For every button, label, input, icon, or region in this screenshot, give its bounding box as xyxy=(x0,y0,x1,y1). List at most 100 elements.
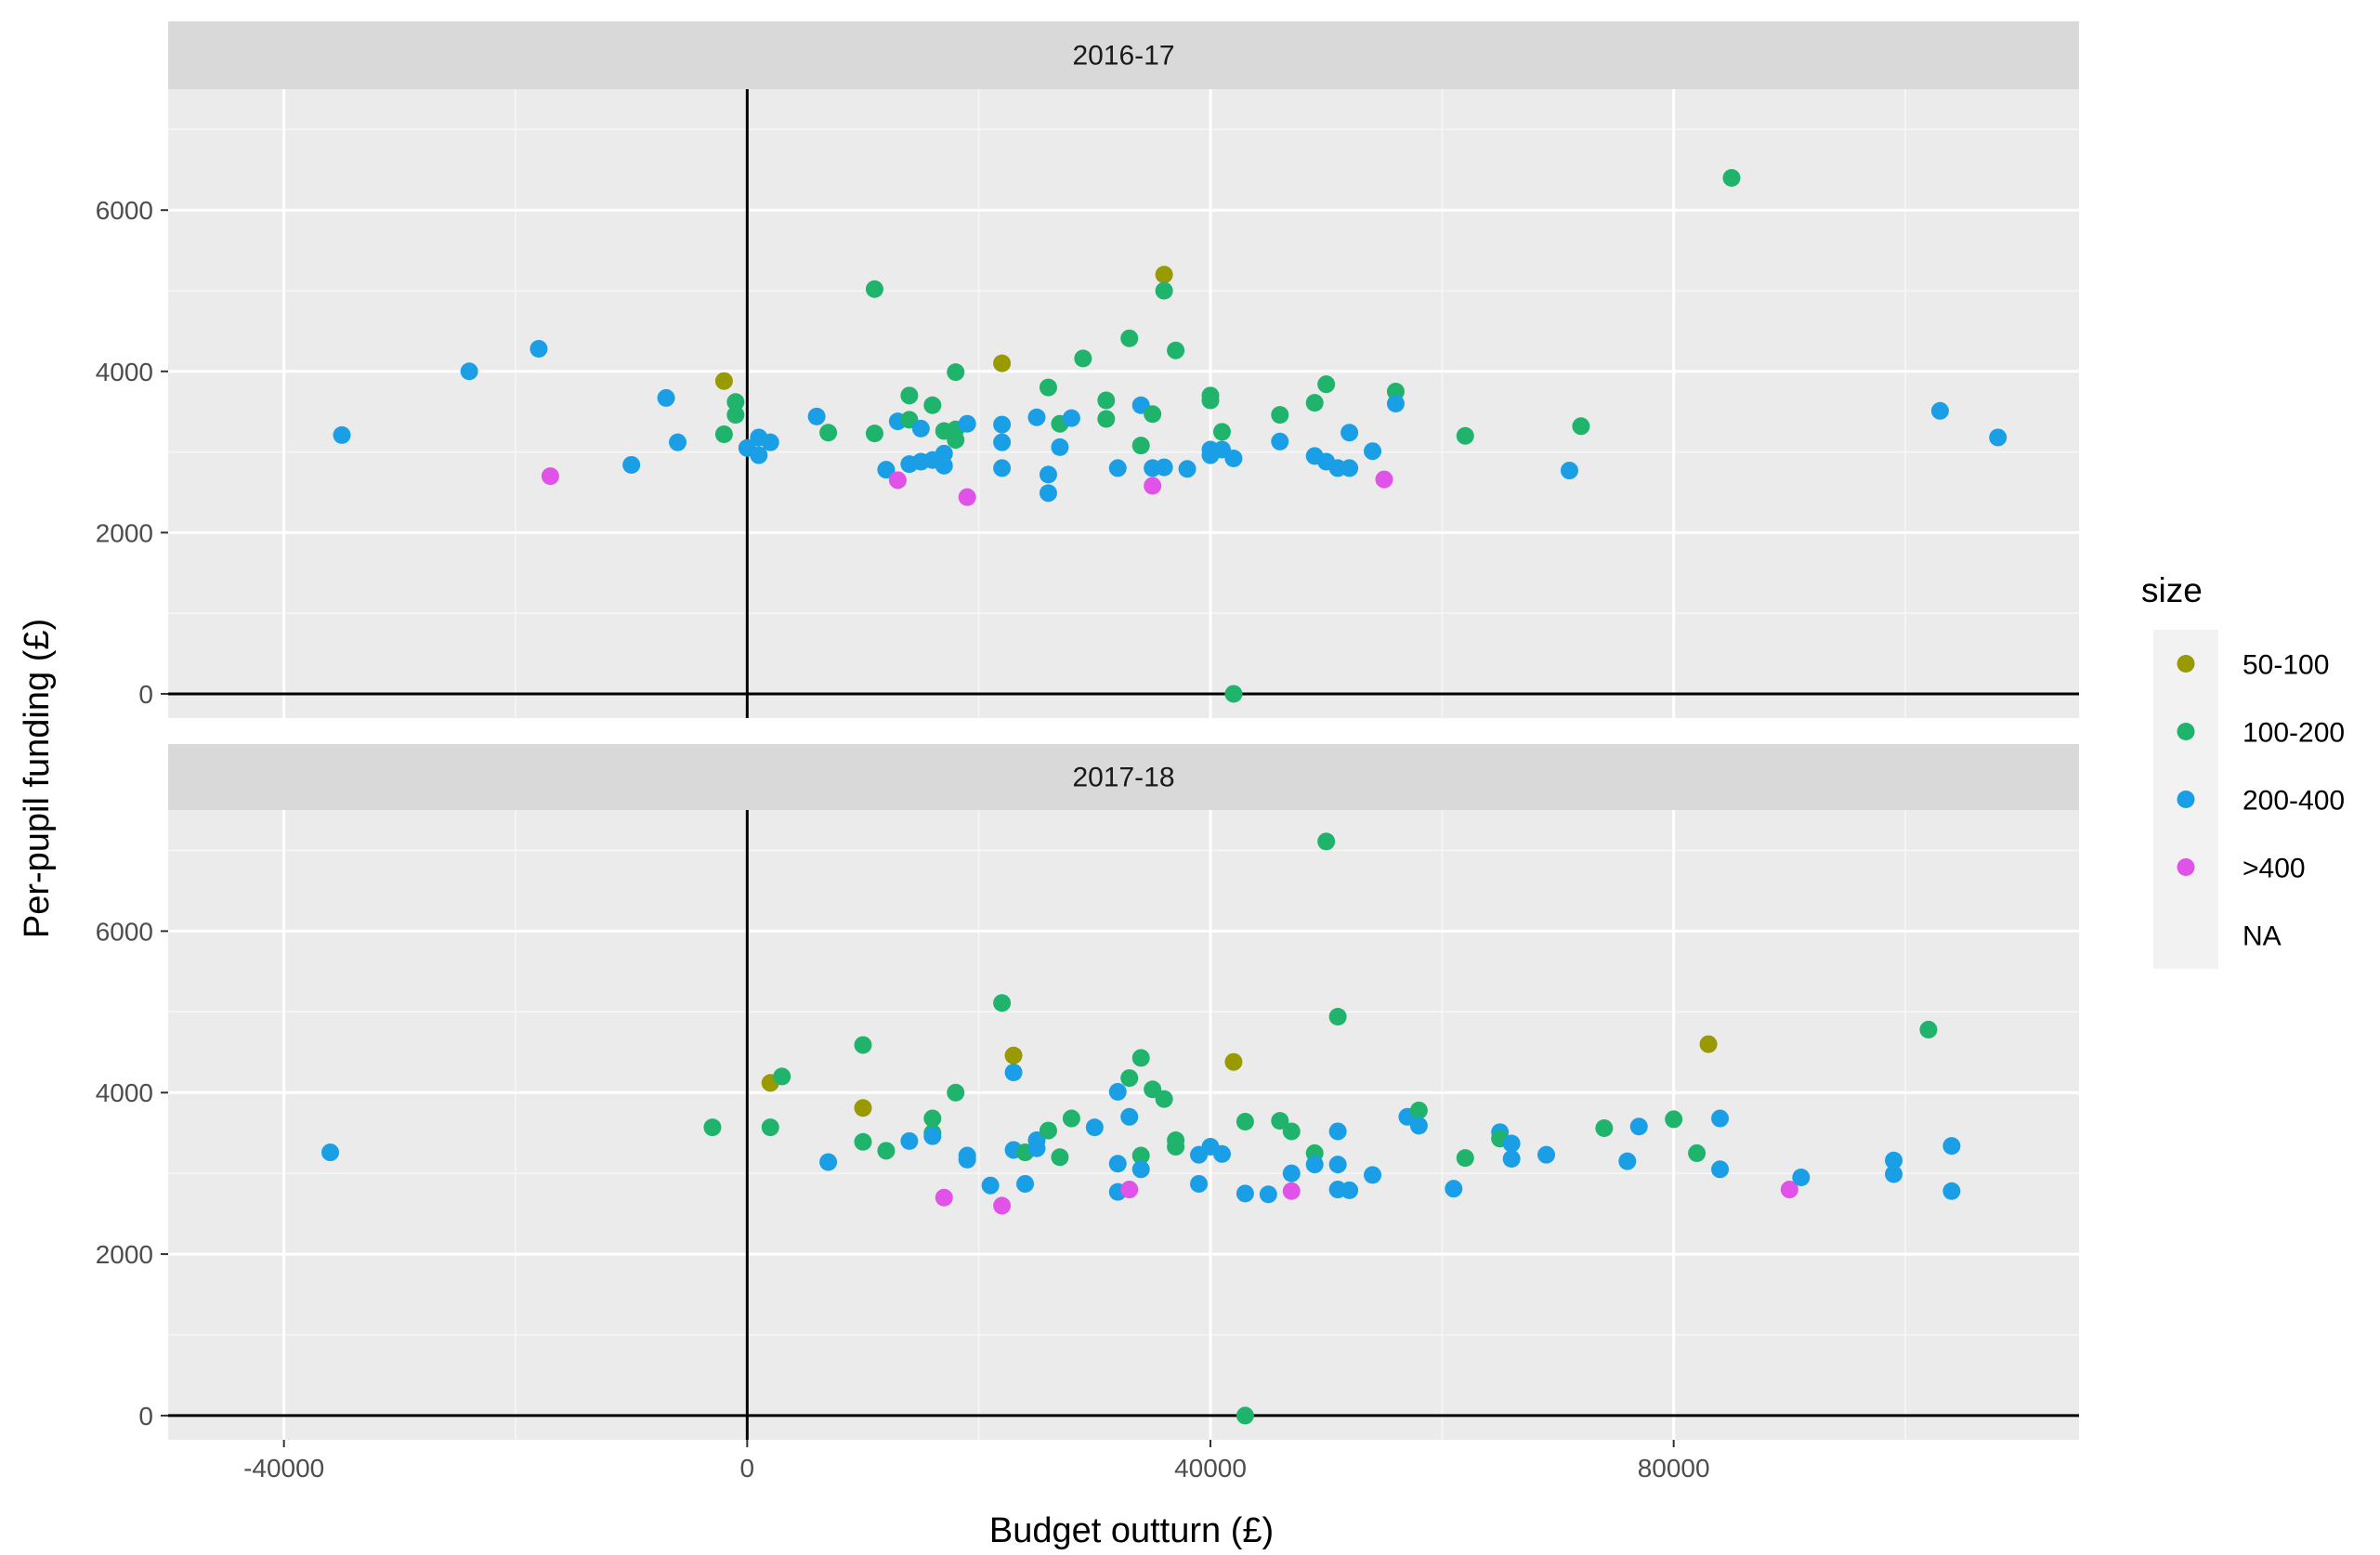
scatter-point xyxy=(1131,1160,1150,1179)
x-tick-label: 80000 xyxy=(1638,1454,1710,1483)
x-tick-label: 40000 xyxy=(1174,1454,1247,1483)
scatter-point xyxy=(1004,1064,1023,1081)
legend-label: 200-400 xyxy=(2243,786,2345,817)
scatter-point xyxy=(1317,375,1336,394)
scatter-point xyxy=(993,354,1012,372)
scatter-point xyxy=(1665,1110,1683,1129)
scatter-point xyxy=(530,339,548,358)
scatter-point xyxy=(1144,477,1162,495)
scatter-point xyxy=(1919,1020,1938,1039)
y-axis-title: Per-pupil funding (£) xyxy=(18,619,57,938)
y-tick-label: 4000 xyxy=(96,1078,153,1107)
scatter-point xyxy=(993,459,1012,477)
panel-background xyxy=(168,810,2079,1440)
scatter-point xyxy=(1062,409,1080,427)
scatter-point xyxy=(1271,432,1289,451)
legend-label: NA xyxy=(2243,921,2282,952)
legend-label: 100-200 xyxy=(2243,718,2345,749)
scatter-point xyxy=(1942,1182,1961,1200)
scatter-point xyxy=(807,407,826,425)
scatter-point xyxy=(1317,832,1336,851)
scatter-point xyxy=(1236,1406,1254,1425)
scatter-point xyxy=(1271,1112,1289,1130)
scatter-point xyxy=(993,415,1012,434)
legend-label: 50-100 xyxy=(2243,650,2329,681)
scatter-point xyxy=(1572,417,1590,436)
scatter-point xyxy=(1375,470,1393,489)
y-tick-label: 6000 xyxy=(96,196,153,225)
scatter-point xyxy=(750,446,768,464)
scatter-point xyxy=(1456,1149,1474,1168)
scatter-point xyxy=(958,488,976,506)
scatter-point xyxy=(1190,1174,1209,1193)
scatter-point xyxy=(622,455,641,474)
scatter-point xyxy=(1409,1117,1428,1135)
scatter-point xyxy=(854,1036,872,1054)
scatter-point xyxy=(726,393,745,412)
facet-strip xyxy=(168,744,2079,810)
scatter-point xyxy=(935,456,953,475)
scatter-point xyxy=(1282,1164,1301,1183)
scatter-point xyxy=(1155,1090,1173,1108)
legend-key-symbol xyxy=(2177,723,2195,740)
y-tick-label: 4000 xyxy=(96,358,153,386)
reference-lines xyxy=(168,810,2079,1440)
scatter-point xyxy=(993,433,1012,451)
scatter-point xyxy=(1340,1181,1359,1199)
scatter-point xyxy=(1131,1146,1150,1165)
scatter-point xyxy=(669,433,687,451)
scatter-point xyxy=(819,424,838,442)
scatter-point xyxy=(1016,1174,1035,1193)
facet-strip-label: 2016-17 xyxy=(1072,41,1174,72)
scatter-point xyxy=(657,388,675,407)
scatter-point xyxy=(947,1083,965,1102)
scatter-point xyxy=(1595,1118,1614,1137)
scatter-point xyxy=(1144,405,1162,424)
scatter-point xyxy=(981,1176,1000,1195)
scatter-point xyxy=(1224,685,1243,703)
scatter-point xyxy=(1688,1143,1707,1162)
scatter-point xyxy=(1224,450,1243,468)
scatter-point xyxy=(854,1132,872,1151)
scatter-point xyxy=(1792,1169,1811,1186)
scatter-point xyxy=(1340,459,1359,477)
scatter-point xyxy=(1004,1046,1023,1065)
scatter-point xyxy=(1097,391,1116,410)
scatter-point xyxy=(1711,1160,1730,1179)
scatter-point xyxy=(1722,168,1741,187)
y-axis-ticks: 0 2000 4000 6000 xyxy=(96,196,168,709)
scatter-point xyxy=(947,431,965,450)
scatter-point xyxy=(1340,424,1359,442)
scatter-point xyxy=(1097,410,1116,428)
scatter-point xyxy=(1780,1181,1798,1199)
facet-strip-label: 2017-18 xyxy=(1072,763,1174,793)
scatter-point xyxy=(877,461,896,479)
scatter-point xyxy=(1155,281,1173,300)
scatter-point xyxy=(911,419,930,438)
scatter-point xyxy=(1271,406,1289,425)
y-tick-label: 2000 xyxy=(96,1240,153,1269)
scatter-point xyxy=(1224,1052,1243,1071)
scatter-point xyxy=(1108,1082,1127,1101)
scatter-point xyxy=(1178,460,1197,478)
scatter-point xyxy=(1039,1121,1057,1140)
scatter-point xyxy=(1039,465,1057,484)
scatter-point xyxy=(761,433,779,451)
scatter-point xyxy=(1711,1109,1730,1128)
scatter-point xyxy=(1027,408,1046,426)
scatter-point xyxy=(1409,1101,1428,1119)
scatter-point xyxy=(865,425,883,443)
facet-panel-2016-17: 2016-17 0 2000 4000 6000 xyxy=(96,21,2079,718)
scatter-point xyxy=(1212,423,1231,441)
scatter-point xyxy=(923,1127,942,1145)
legend-title: size xyxy=(2141,571,2203,609)
legend: size 50-100 100-200 200-400 >400 NA xyxy=(2141,571,2345,969)
scatter-point xyxy=(761,1118,779,1137)
scatter-point xyxy=(1456,426,1474,445)
scatter-point xyxy=(1305,1156,1324,1174)
legend-key xyxy=(2153,901,2218,969)
scatter-point xyxy=(1051,438,1069,456)
scatter-point xyxy=(1629,1117,1648,1136)
scatter-point xyxy=(1930,401,1949,420)
scatter-point xyxy=(1328,1156,1347,1174)
